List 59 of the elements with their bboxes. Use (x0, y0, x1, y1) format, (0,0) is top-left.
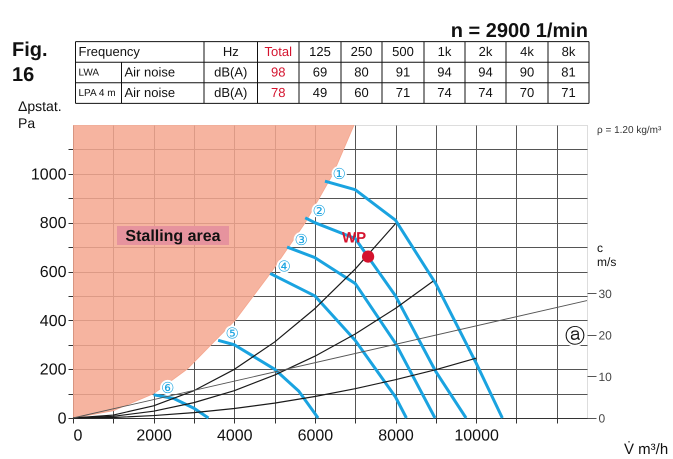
text: Air noise (124, 85, 176, 100)
text: Frequency (78, 44, 140, 59)
text: 1k (438, 44, 452, 59)
text: 71 (396, 85, 410, 100)
text: 70 (520, 85, 534, 100)
annotation: Stalling area (125, 228, 221, 245)
x-tick-label: 6000 (298, 428, 334, 444)
text: Total (264, 44, 292, 59)
text: 8k (562, 44, 576, 59)
text: 74 (478, 85, 493, 100)
y2-tick-label: 30 (598, 286, 612, 301)
text: LPA 4 m (78, 88, 116, 100)
text: 80 (354, 64, 369, 80)
text: Air noise (124, 64, 176, 80)
text: 125 (309, 44, 331, 59)
chart-title: Fig. 16 (12, 39, 48, 86)
text: dB(A) (214, 85, 248, 100)
y2-tick-label: 10 (598, 370, 612, 384)
y-tick-label: 1000 (30, 166, 67, 184)
text: 91 (396, 64, 410, 80)
series-label: ⓐ (565, 326, 585, 348)
series-label: ③ (294, 232, 308, 250)
text: 94 (437, 64, 452, 80)
text: 94 (478, 64, 493, 80)
y-tick-label: 800 (40, 215, 67, 232)
text: LWA (78, 68, 100, 78)
text: 250 (350, 44, 372, 59)
x-tick-label: 0 (74, 428, 82, 444)
text: 74 (437, 85, 452, 100)
text: 60 (354, 85, 369, 100)
text: 500 (392, 44, 414, 59)
y2-axis-title: c m/s (597, 241, 616, 269)
series-label: ④ (278, 258, 291, 276)
text: 98 (271, 64, 286, 80)
text: 71 (561, 85, 576, 100)
y-tick-label: 600 (40, 264, 67, 281)
text: 49 (312, 85, 328, 100)
x-tick-label: 2000 (136, 428, 172, 444)
y-axis-title: Δpstat. Pa (18, 98, 62, 131)
x-tick-label: 10000 (454, 428, 499, 444)
y2-tick-label: 20 (598, 328, 612, 342)
series-label: ⑥ (161, 380, 174, 397)
text: ρ = 1.20 kg/m³ (597, 125, 662, 136)
y2-tick-label: 0 (598, 412, 606, 426)
text: 4k (520, 44, 534, 59)
text: 90 (520, 64, 534, 80)
text: 78 (271, 85, 286, 100)
x-tick-label: 4000 (216, 428, 253, 444)
text: 69 (312, 64, 328, 80)
x-axis-title: V̇ m³/h (624, 440, 668, 458)
text: 81 (561, 64, 576, 80)
x-tick-label: 8000 (378, 428, 414, 444)
text: 2k (478, 44, 493, 59)
text: dB(A) (214, 64, 248, 80)
y-tick-label: 0 (58, 410, 67, 428)
y-tick-label: 400 (40, 312, 67, 330)
text: Hz (222, 44, 239, 59)
y-tick-label: 200 (40, 362, 67, 379)
chart-subtitle: n = 2900 1/min (450, 20, 588, 42)
